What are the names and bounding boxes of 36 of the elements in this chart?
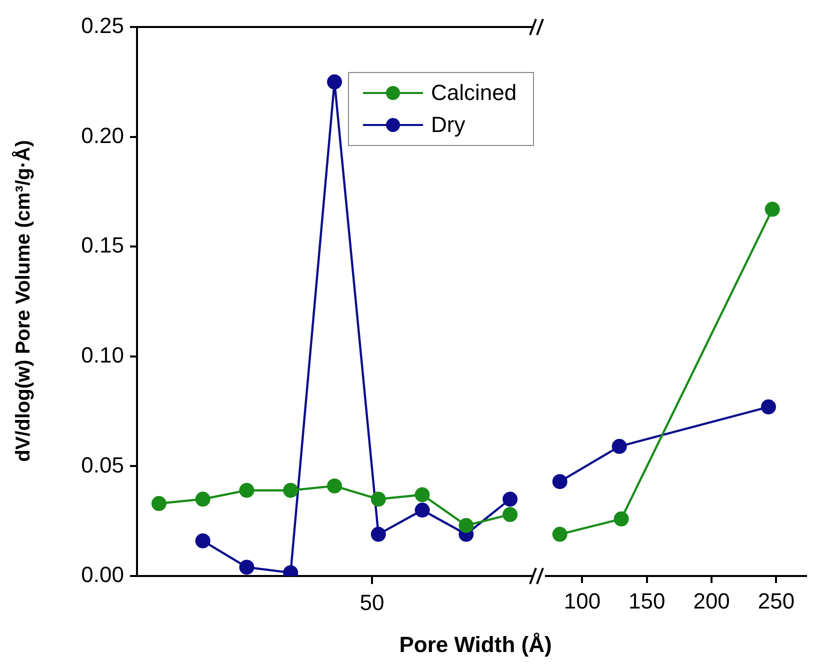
point [195, 533, 210, 548]
point [612, 438, 627, 454]
x-tick-label: 150 [628, 588, 666, 614]
point [239, 560, 254, 575]
point [327, 74, 342, 90]
point [552, 526, 568, 542]
point [502, 492, 518, 507]
point [414, 487, 430, 502]
y-tick-label: 0.20 [81, 122, 124, 148]
point [502, 507, 518, 522]
y-tick-label: 0.25 [81, 13, 124, 38]
point [760, 399, 776, 414]
text: 50 [360, 590, 384, 616]
point [458, 518, 474, 533]
y-tick-label: 0.05 [81, 452, 124, 478]
x-axis-title: Pore Width (Å) [398, 632, 553, 658]
point [552, 474, 568, 490]
x-tick-label: 250 [758, 588, 795, 614]
y-axis-title: dV/dlog(w) Pore Volume (cm³/g·Å) [12, 140, 36, 462]
x-tick-label: 100 [564, 588, 601, 614]
point [764, 202, 780, 217]
point [370, 526, 386, 542]
legend-label: Dry [431, 112, 466, 138]
point [239, 482, 254, 498]
y-tick-label: 0.15 [81, 232, 124, 258]
x-tick-label: 200 [693, 588, 730, 614]
point [414, 502, 430, 518]
point [370, 492, 386, 507]
point [614, 511, 629, 526]
y-tick-label: 0.10 [81, 342, 124, 368]
point [195, 492, 210, 507]
point [327, 478, 342, 494]
legend-label: Calcined [431, 80, 517, 106]
y-tick-label: 0.00 [81, 562, 124, 588]
point [283, 482, 298, 498]
point [151, 496, 166, 512]
